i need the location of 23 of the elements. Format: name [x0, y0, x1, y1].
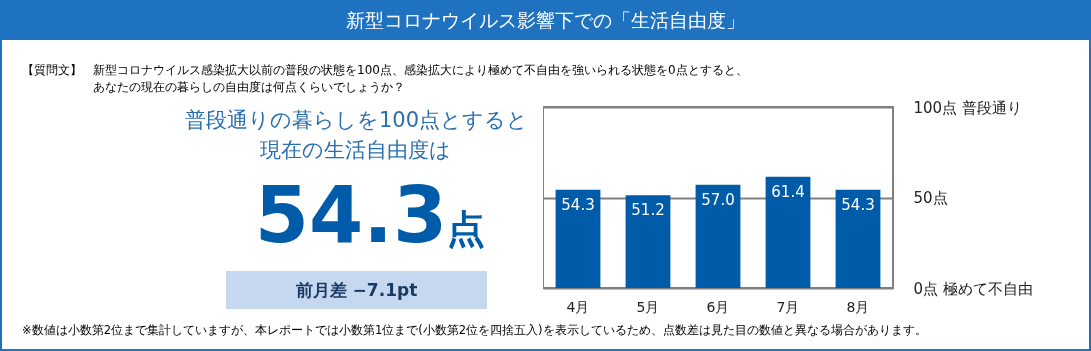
x-tick-label: 4月	[566, 298, 590, 315]
data-label: 51.2	[631, 201, 665, 220]
x-tick-label: 5月	[636, 298, 660, 315]
chart-title: 新型コロナウイルス影響下での「生活自由度」	[0, 0, 1091, 40]
text: 【質問文】	[22, 62, 82, 79]
text: 点	[447, 207, 486, 251]
data-label: 61.4	[771, 182, 805, 201]
data-label: 57.0	[701, 190, 735, 209]
y-tick-label: 100点 普段通り	[913, 98, 1022, 117]
y-tick-label: 0点 極めて不自由	[913, 279, 1033, 298]
y-tick-label: 50点	[913, 189, 948, 207]
x-tick-label: 7月	[776, 298, 800, 315]
text: あなたの現在の暮らしの自由度は何点くらいでしょうか？	[93, 79, 405, 96]
x-tick-label: 8月	[846, 298, 870, 315]
text: 新型コロナウイルス感染拡大以前の普段の状態を100点、感染拡大により極めて不自由を強いられる状態を0点とすると、	[93, 62, 748, 79]
text: 前月差 −7.1pt	[226, 271, 487, 309]
data-label: 54.3	[561, 195, 595, 214]
text: 普段通りの暮らしを100点とすると	[185, 107, 529, 134]
text: 現在の生活自由度は	[258, 137, 452, 164]
data-label: 54.3	[841, 195, 875, 214]
x-tick-label: 6月	[706, 298, 730, 315]
text: 54.3	[254, 170, 448, 260]
text: ※数値は小数第2位まで集計していますが、本レポートでは小数第1位まで(小数第2位を四捨五入)を表示しているため、点数差は見た目の数値と異なる場合があります。	[22, 323, 927, 338]
